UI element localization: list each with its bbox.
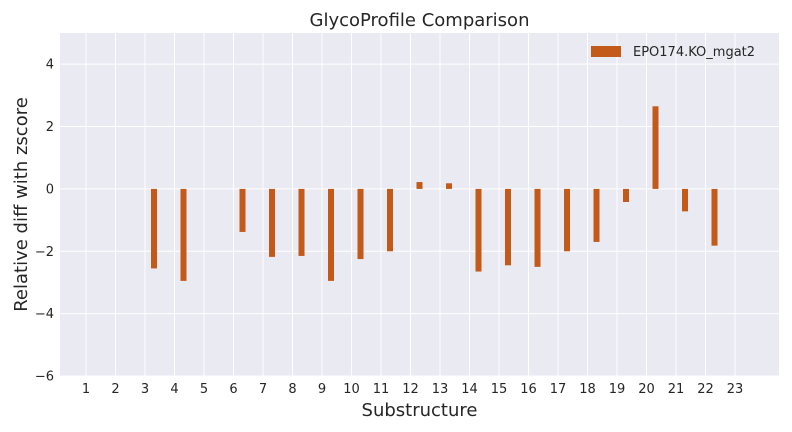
bar-6	[239, 188, 246, 232]
legend: EPO174.KO_mgat2	[591, 45, 755, 60]
x-tick-label: 13	[432, 382, 449, 397]
y-tick-label: −6	[35, 370, 54, 385]
bar-15	[505, 188, 511, 266]
x-tick-label: 17	[550, 382, 567, 397]
bar-9	[328, 188, 334, 281]
x-tick-label: 16	[520, 382, 537, 397]
x-axis-label: Substructure	[362, 400, 478, 421]
bar-10	[357, 188, 364, 260]
x-tick-label: 5	[200, 382, 208, 397]
grid-lines	[60, 33, 779, 377]
y-tick-label: −2	[35, 245, 54, 260]
bar-3	[151, 188, 157, 269]
bar-16	[534, 188, 541, 267]
bar-13	[446, 183, 452, 189]
legend-label: EPO174.KO_mgat2	[633, 45, 755, 60]
bar-22	[711, 188, 718, 246]
x-tick-label: 19	[609, 382, 626, 397]
x-tick-label: 20	[638, 382, 655, 397]
bar-18	[593, 188, 600, 242]
x-tick-label: 11	[373, 382, 390, 397]
y-tick-label: 2	[46, 120, 54, 135]
x-tick-label: 6	[229, 382, 237, 397]
x-tick-label: 10	[343, 382, 360, 397]
x-tick-label: 8	[288, 382, 296, 397]
chart-title: GlycoProfile Comparison	[310, 10, 530, 31]
x-tick-label: 7	[259, 382, 267, 397]
x-tick-label: 14	[461, 382, 478, 397]
x-tick-label: 12	[402, 382, 419, 397]
bar-4	[180, 188, 187, 281]
bar-17	[564, 188, 570, 252]
x-tick-label: 3	[141, 382, 149, 397]
x-tick-label: 1	[82, 382, 90, 397]
bar-7	[269, 188, 275, 257]
x-tick-label: 4	[170, 382, 178, 397]
y-tick-labels: −6 −4 −2 0 2 4	[35, 58, 54, 385]
bar-14	[475, 188, 482, 272]
bar-12	[416, 182, 423, 189]
x-tick-labels: 1 2 3 4 5 6 7 8 9 10 11 12 13 14 15 16 17 18 19 20 21 22 23	[82, 382, 743, 397]
y-axis-label: Relative diff with zscore	[11, 97, 32, 312]
y-tick-label: 4	[46, 58, 54, 73]
x-tick-label: 22	[697, 382, 714, 397]
bar-20	[652, 106, 659, 189]
bars	[151, 106, 718, 281]
bar-19	[623, 188, 629, 203]
y-tick-label: −4	[35, 307, 54, 322]
plot-background	[60, 33, 779, 376]
x-tick-label: 18	[579, 382, 596, 397]
x-tick-label: 21	[668, 382, 685, 397]
legend-swatch	[591, 46, 621, 57]
bar-11	[387, 188, 393, 252]
x-tick-label: 15	[491, 382, 508, 397]
bar-8	[298, 188, 305, 256]
x-tick-label: 2	[111, 382, 119, 397]
bar-21	[682, 188, 688, 212]
x-tick-label: 23	[727, 382, 744, 397]
x-tick-label: 9	[318, 382, 326, 397]
y-tick-label: 0	[46, 182, 54, 197]
